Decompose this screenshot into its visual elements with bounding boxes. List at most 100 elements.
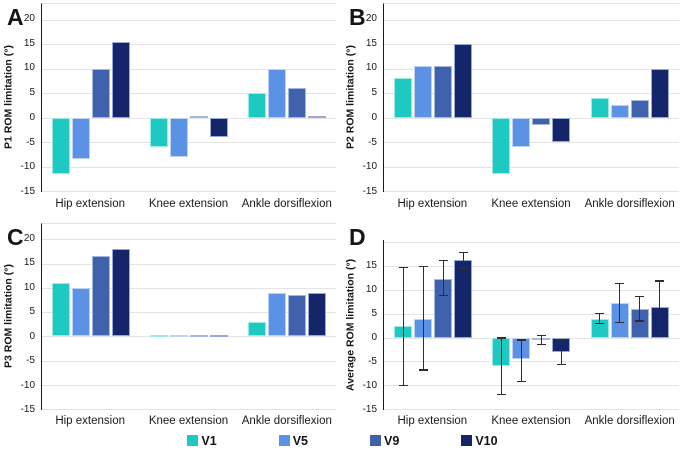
plot-area xyxy=(383,3,679,192)
panel-a: A P1 ROM limitation (°) 20 15 10 5 0 -5 -10 -15… xyxy=(0,0,342,220)
gridline xyxy=(42,117,336,119)
gridline xyxy=(42,409,336,410)
error-bar-v9-ankle-dorsiflexion xyxy=(639,296,641,321)
y-tick-label: 15 xyxy=(365,37,377,49)
bar-v1-ankle-dorsiflexion xyxy=(248,93,266,118)
plot-area xyxy=(383,240,679,410)
bar-v9-knee-extension xyxy=(190,116,208,119)
category-group-knee-extension xyxy=(482,4,580,191)
gridline xyxy=(42,142,336,144)
error-bar-v1-hip-extension xyxy=(402,267,404,386)
panel-letter-d: D xyxy=(349,224,366,250)
legend-swatch-v1 xyxy=(187,435,199,446)
y-axis-ticks: 15 10 5 0 -5 -10 -15 xyxy=(358,240,379,415)
bar-groups xyxy=(384,240,679,409)
y-tick-label: 0 xyxy=(371,332,377,344)
bar-v5-knee-extension xyxy=(512,117,531,147)
bar-v9-hip-extension xyxy=(92,256,110,337)
gridline xyxy=(42,44,336,46)
error-cap xyxy=(536,343,546,345)
category-group-ankle-dorsiflexion xyxy=(238,224,336,409)
gridline xyxy=(42,19,336,21)
bar-v1-hip-extension xyxy=(394,78,413,118)
y-tick-label: -15 xyxy=(20,404,35,415)
bar-v1-knee-extension xyxy=(492,117,511,174)
error-bar-v9-knee-extension xyxy=(540,335,543,345)
error-cap xyxy=(536,335,546,337)
category-group-knee-extension xyxy=(482,240,580,409)
y-tick-label: 5 xyxy=(371,87,377,99)
y-tick-label: -15 xyxy=(362,186,377,197)
error-bar-v10-hip-extension xyxy=(462,252,464,269)
error-cap xyxy=(438,295,448,297)
category-group-hip-extension xyxy=(384,240,482,409)
x-axis-labels: Hip extension Knee extension Ankle dorsifl… xyxy=(383,412,679,430)
y-axis-title: Average ROM limitation (°) xyxy=(344,258,357,392)
error-bar-v1-knee-extension xyxy=(500,338,503,395)
error-cap xyxy=(438,259,448,262)
bar-v10-ankle-dorsiflexion xyxy=(650,68,669,118)
bar-v10-ankle-dorsiflexion xyxy=(308,292,326,337)
y-axis-ticks: 20 15 10 5 0 -5 -10 -15 xyxy=(358,3,379,196)
bar-v9-ankle-dorsiflexion xyxy=(288,295,306,337)
error-cap xyxy=(516,381,526,383)
gridline xyxy=(384,191,679,192)
error-cap xyxy=(398,384,408,386)
panel-c: C P3 ROM limitation (°) 20 15 10 5 0 -5 -10 -15… xyxy=(0,220,342,430)
bar-v5-knee-extension xyxy=(170,117,188,157)
bar-v9-ankle-dorsiflexion xyxy=(288,88,306,118)
error-cap xyxy=(635,320,645,322)
bar-v1-knee-extension xyxy=(150,117,168,147)
error-cap xyxy=(595,322,605,324)
legend-swatch-v10 xyxy=(461,435,473,446)
error-bar-v1-ankle-dorsiflexion xyxy=(599,313,601,324)
gridline xyxy=(42,263,336,265)
error-cap xyxy=(635,296,645,298)
category-group-knee-extension xyxy=(140,224,238,409)
legend-label: V1 xyxy=(201,433,217,448)
plot-area xyxy=(41,3,336,192)
gridline xyxy=(42,166,336,168)
category-group-ankle-dorsiflexion xyxy=(581,240,679,409)
bar-v1-ankle-dorsiflexion xyxy=(590,97,609,118)
gridline xyxy=(42,68,336,70)
bar-v9-ankle-dorsiflexion xyxy=(630,100,649,118)
gridline xyxy=(42,287,336,289)
error-cap xyxy=(615,283,625,285)
y-axis-title: P2 ROM limitation (°) xyxy=(344,45,357,150)
error-cap xyxy=(496,393,506,395)
bar-v1-hip-extension xyxy=(52,283,70,337)
panel-letter-c: C xyxy=(7,224,24,250)
bar-v5-ankle-dorsiflexion xyxy=(268,68,286,118)
legend-item-v10: V10 xyxy=(461,434,498,448)
x-axis-label-knee-extension: Knee extension xyxy=(491,415,571,427)
bar-groups xyxy=(42,224,336,409)
legend-swatch-v9 xyxy=(370,435,382,446)
y-tick-label: 5 xyxy=(29,87,35,99)
legend-item-v9: V9 xyxy=(370,434,399,448)
y-tick-label: 20 xyxy=(23,232,35,244)
category-group-ankle-dorsiflexion xyxy=(581,4,679,191)
x-axis-label-ankle-dorsiflexion: Ankle dorsiflexion xyxy=(241,415,332,427)
bar-v10-knee-extension xyxy=(210,334,228,337)
y-tick-label: 15 xyxy=(365,260,377,272)
y-axis-title: P1 ROM limitation (°) xyxy=(2,45,15,150)
gridline xyxy=(42,93,336,95)
gridline xyxy=(384,289,679,291)
x-axis-label-hip-extension: Hip extension xyxy=(397,198,468,210)
gridline xyxy=(384,409,679,410)
gridline xyxy=(384,19,679,21)
y-tick-label: 0 xyxy=(29,111,35,123)
x-axis-label-hip-extension: Hip extension xyxy=(55,198,125,210)
error-cap xyxy=(516,339,526,341)
x-axis-labels: Hip extension Knee extension Ankle dorsifl… xyxy=(41,195,336,213)
x-axis-label-ankle-dorsiflexion: Ankle dorsiflexion xyxy=(584,198,675,210)
y-tick-label: -10 xyxy=(362,161,377,173)
x-axis-label-hip-extension: Hip extension xyxy=(55,415,125,427)
gridline xyxy=(384,361,679,363)
error-cap xyxy=(615,321,625,323)
bar-groups xyxy=(42,4,336,191)
gridline xyxy=(42,191,336,192)
x-axis-labels: Hip extension Knee extension Ankle dorsifl… xyxy=(41,412,336,430)
